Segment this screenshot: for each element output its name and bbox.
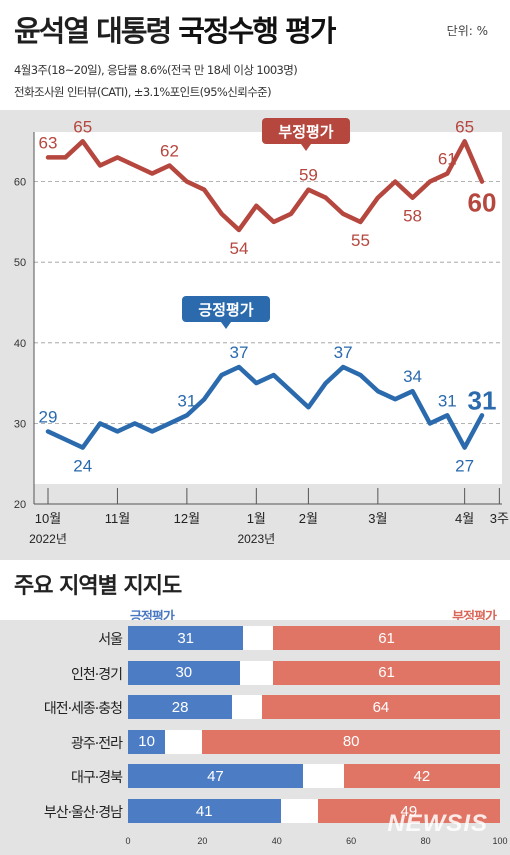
data-label: 58: [403, 207, 422, 226]
region-row: 인천·경기 30 61: [0, 660, 510, 685]
bar-other: [232, 695, 262, 720]
region-label: 부산·울산·경남: [43, 805, 123, 821]
data-label: 54: [229, 239, 248, 258]
data-label: 65: [455, 117, 474, 136]
title-part1: 윤석열 대통령: [14, 14, 172, 48]
bar-negative: 61: [273, 626, 500, 650]
data-label: 31: [177, 391, 196, 410]
region-section-title: 주요 지역별 지지도: [14, 574, 182, 599]
bar-negative: 49: [317, 799, 500, 823]
legend-box: [262, 118, 350, 144]
y-tick-label: 20: [14, 499, 26, 511]
region-x-tick: 80: [420, 836, 431, 846]
bar-other: [239, 660, 274, 685]
bar-other: [280, 799, 318, 823]
bar-positive: 41: [128, 799, 281, 823]
bar-positive: 10: [128, 729, 166, 754]
data-label: 27: [455, 457, 474, 476]
bar-positive: 28: [128, 695, 233, 720]
region-row: 광주·전라 10 80: [0, 729, 510, 754]
y-tick-label: 40: [14, 338, 26, 350]
region-label: 광주·전라: [71, 735, 123, 752]
legend-pointer: [301, 144, 311, 151]
data-label: 37: [334, 343, 353, 362]
bar-negative: 80: [202, 729, 500, 754]
region-label: 대전·세종·충청: [43, 701, 123, 718]
x-tick-label: 10월: [35, 511, 61, 526]
x-tick-label: 4월: [455, 511, 474, 526]
y-tick-label: 30: [14, 418, 26, 430]
bar-positive: 30: [128, 660, 240, 685]
data-label: 65: [73, 117, 92, 136]
legend-box: [182, 296, 270, 322]
legend-pointer: [221, 322, 231, 329]
year-label: 2022년: [29, 532, 67, 546]
unit-label: 단위: %: [446, 24, 488, 38]
data-label: 31: [438, 391, 457, 410]
bar-negative: 42: [343, 764, 500, 789]
region-row: 서울 31 61: [0, 626, 510, 650]
region-row: 대전·세종·충청 28 64: [0, 695, 510, 720]
bar-positive: 47: [128, 764, 303, 789]
series-line-positive: [45, 364, 485, 450]
x-tick-label: 12월: [174, 511, 200, 526]
bar-negative: 61: [273, 660, 500, 685]
year-label: 2023년: [237, 532, 275, 546]
x-tick-label: 1월: [247, 511, 266, 526]
survey-info-line1: 4월3주(18~20일), 응답률 8.6%(전국 만 18세 이상 1003명…: [14, 63, 298, 77]
bar-other: [302, 764, 344, 789]
bar-other: [165, 729, 203, 754]
data-label: 61: [438, 150, 457, 169]
data-label: 60: [468, 188, 497, 218]
region-label: 인천·경기: [71, 666, 123, 683]
data-label: 55: [351, 231, 370, 250]
region-x-tick: 20: [197, 836, 208, 846]
region-label: 대구·경북: [71, 770, 123, 787]
survey-info-line2: 전화조사원 인터뷰(CATI), ±3.1%포인트(95%신뢰수준): [14, 85, 272, 99]
legend-label: 긍정평가: [198, 301, 253, 319]
legend-label: 부정평가: [278, 123, 333, 141]
region-row: 대구·경북 47 42: [0, 764, 510, 789]
line-chart: 20 30 40 50 60 63 65 62 54 59 55 58 61 65 60 29 24 31 37 3…: [14, 117, 509, 546]
data-label: 31: [468, 385, 497, 415]
bar-positive: 31: [128, 626, 244, 650]
x-tick-label: 3월: [368, 511, 387, 526]
region-x-tick: 40: [271, 836, 282, 846]
series-line-negative: [45, 139, 485, 233]
data-label: 63: [39, 133, 58, 152]
region-x-tick: 60: [346, 836, 357, 846]
region-row: 부산·울산·경남 41 49: [0, 799, 510, 823]
y-tick-label: 60: [14, 177, 26, 189]
x-tick-label: 3주: [490, 511, 509, 526]
data-label: 24: [73, 457, 92, 476]
data-label: 59: [299, 166, 318, 185]
bar-negative: 64: [261, 695, 500, 720]
data-label: 37: [229, 343, 248, 362]
bar-other: [243, 626, 274, 650]
y-tick-label: 50: [14, 257, 26, 269]
region-label: 서울: [98, 632, 123, 648]
data-label: 62: [160, 141, 179, 160]
region-x-tick: 100: [492, 836, 508, 846]
title-part2: 국정수행 평가: [178, 14, 336, 48]
chart-title: 윤석열 대통령 국정수행 평가: [14, 8, 336, 50]
data-label: 29: [39, 407, 58, 426]
newsis-logo: NEWSIS: [387, 810, 488, 837]
region-x-tick: 0: [125, 836, 131, 846]
x-tick-label: 11월: [105, 511, 130, 526]
data-label: 34: [403, 367, 422, 386]
x-tick-label: 2월: [299, 511, 318, 526]
